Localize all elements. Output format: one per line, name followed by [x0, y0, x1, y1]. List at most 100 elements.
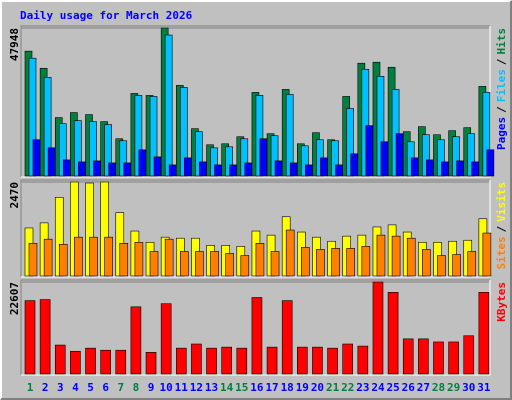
bar: [301, 247, 310, 277]
bar: [285, 229, 295, 277]
bar: [320, 157, 328, 177]
bar: [104, 236, 113, 277]
bar: [210, 147, 218, 177]
bar: [456, 160, 464, 177]
bar: [100, 349, 111, 375]
bar: [225, 253, 234, 277]
bar: [274, 160, 283, 177]
y-tick-label: 47948: [8, 28, 21, 61]
bar: [206, 347, 217, 375]
x-tick-label: 10: [160, 381, 173, 394]
bar: [195, 131, 203, 177]
bar: [39, 299, 51, 375]
bar: [32, 139, 41, 177]
bar: [195, 251, 204, 277]
panel-edge: [21, 180, 491, 278]
x-tick-label: 12: [190, 381, 203, 394]
bar: [240, 138, 249, 177]
x-tick-label: 7: [117, 381, 124, 394]
bar: [452, 254, 461, 277]
bar: [244, 162, 253, 177]
x-tick-label: 21: [326, 381, 340, 394]
legend-separator: /: [495, 225, 508, 232]
bar: [89, 236, 98, 277]
bar: [70, 350, 81, 375]
bar: [28, 57, 37, 177]
x-tick-label: 20: [311, 381, 324, 394]
bar: [164, 34, 173, 177]
bar: [270, 135, 279, 177]
bar: [376, 76, 385, 177]
bar: [43, 238, 53, 277]
x-tick-label: 24: [371, 381, 385, 394]
bar: [108, 162, 116, 177]
bar: [372, 281, 384, 375]
bar: [463, 335, 475, 375]
bar: [316, 249, 325, 277]
bar: [191, 343, 202, 375]
bar: [119, 140, 128, 177]
bar: [467, 133, 476, 177]
bar: [357, 345, 369, 375]
x-tick-label: 5: [87, 381, 94, 394]
bar: [482, 92, 491, 177]
bar: [47, 147, 56, 177]
panel-edge: [20, 25, 490, 177]
legend: Sites / Visits: [495, 182, 508, 270]
x-tick-label: 9: [148, 381, 155, 394]
bar: [175, 347, 187, 375]
bar: [426, 159, 434, 177]
bar: [342, 343, 354, 375]
bar: [153, 156, 162, 177]
bar: [361, 246, 371, 277]
bar: [331, 248, 340, 277]
bar: [297, 346, 308, 375]
bar: [418, 338, 429, 375]
bar: [335, 164, 343, 177]
bar: [115, 349, 127, 375]
bar: [365, 125, 374, 177]
bar: [391, 89, 400, 177]
bar: [145, 351, 157, 375]
bar: [236, 347, 248, 375]
bar: [255, 95, 264, 177]
bar: [24, 300, 36, 375]
x-tick-label: 4: [72, 381, 79, 394]
bar: [255, 243, 265, 277]
bar: [471, 161, 480, 177]
bar: [240, 255, 250, 277]
bar: [380, 141, 389, 177]
bar: [160, 303, 172, 375]
bar: [422, 249, 431, 277]
bar: [251, 297, 263, 375]
bar: [259, 138, 268, 177]
bar: [54, 344, 66, 375]
bar: [214, 164, 222, 177]
bar: [433, 341, 444, 375]
bar: [285, 94, 294, 177]
bar: [74, 120, 82, 177]
legend: Pages / Files / Hits: [495, 28, 508, 150]
bar: [452, 136, 460, 177]
x-tick-label: 28: [432, 381, 445, 394]
bar: [123, 162, 132, 177]
bar: [62, 159, 71, 177]
x-tick-label: 8: [133, 381, 140, 394]
bar: [149, 96, 158, 177]
bar: [281, 300, 293, 375]
bar: [149, 251, 159, 277]
bar: [346, 248, 356, 277]
bar: [301, 145, 309, 177]
bar: [229, 164, 237, 177]
bar: [305, 164, 313, 177]
bar: [350, 153, 359, 177]
bar: [183, 157, 192, 177]
bar: [85, 347, 96, 375]
legend-entry: Files: [495, 69, 508, 102]
legend-entry: Pages: [495, 117, 508, 150]
bar: [406, 237, 416, 277]
x-tick-label: 26: [402, 381, 416, 394]
bar: [478, 292, 490, 375]
legend-entry: Sites: [495, 236, 508, 269]
